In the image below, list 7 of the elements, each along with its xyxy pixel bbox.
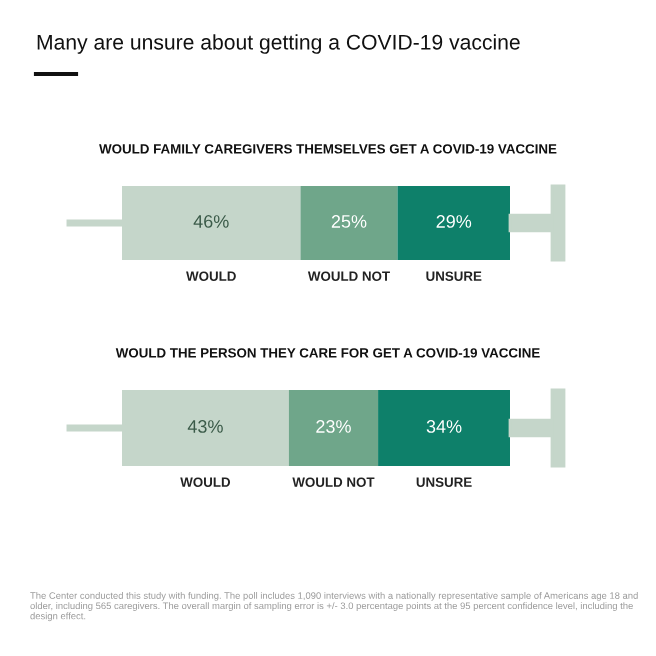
data-label: 43% — [187, 420, 223, 433]
data-label: 29% — [436, 215, 472, 228]
data-label: 46% — [193, 215, 229, 228]
data-label: 23% — [316, 420, 351, 433]
data-label: 34% — [426, 420, 462, 433]
data-label: 25% — [331, 215, 367, 228]
chart-title: Many are unsure about getting a COVID-19 vaccine — [37, 34, 520, 54]
